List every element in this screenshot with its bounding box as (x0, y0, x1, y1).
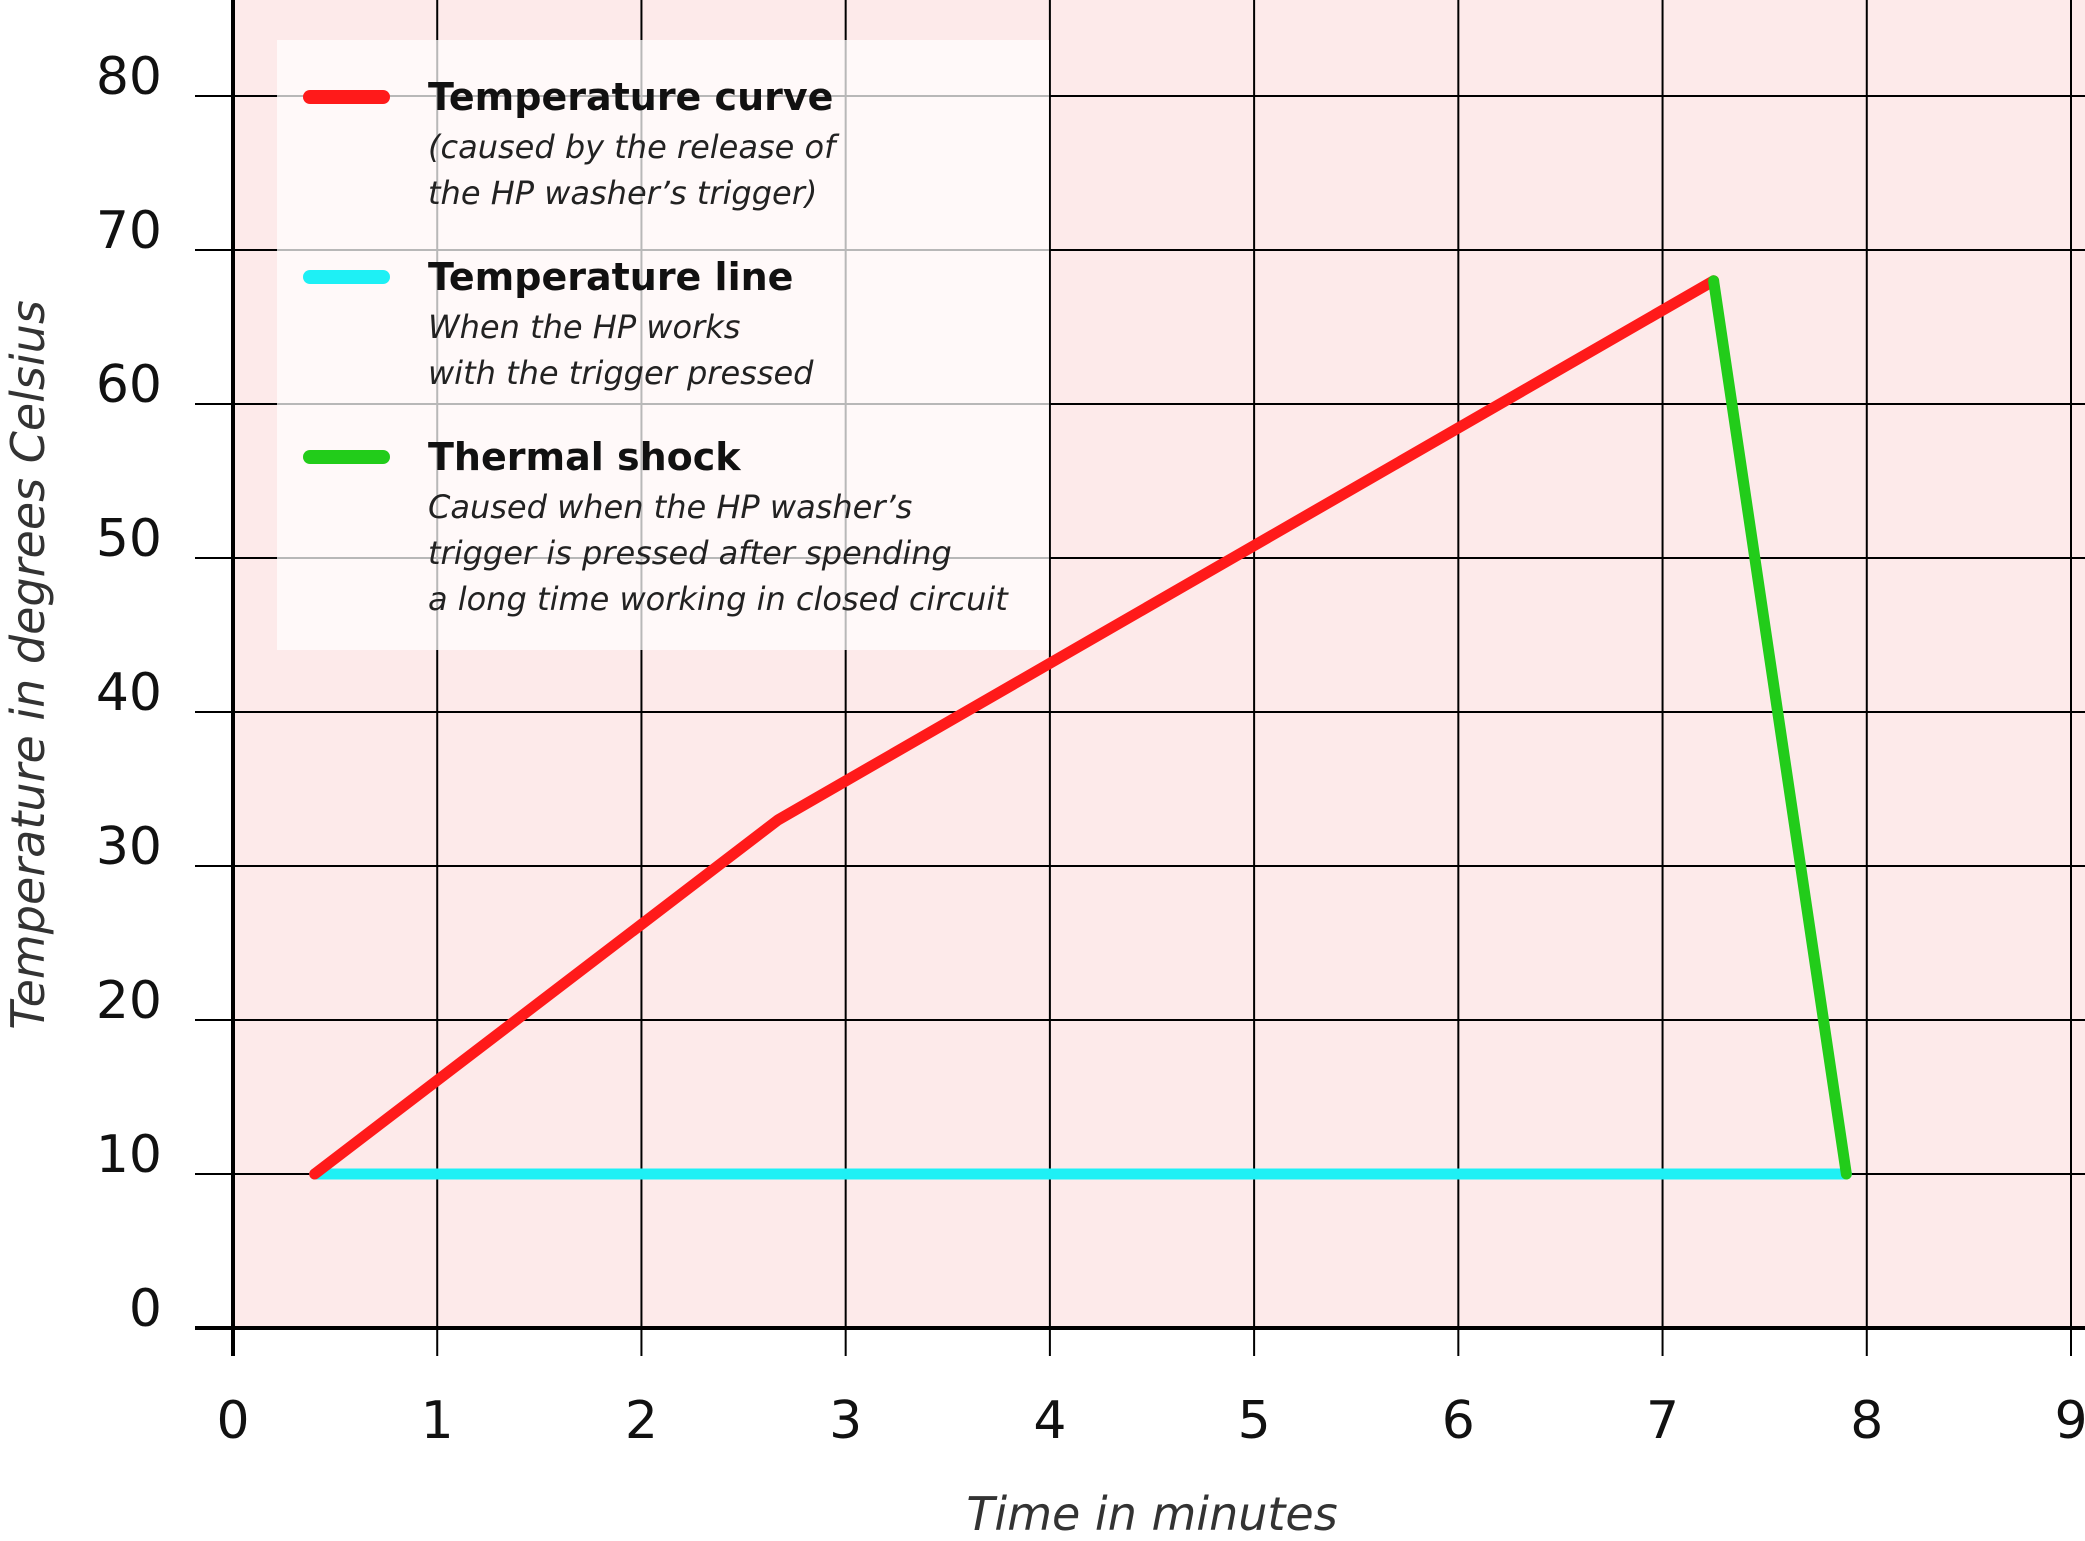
legend-description: a long time working in closed circuit (428, 580, 1009, 618)
legend: Temperature curve (caused by the release … (277, 40, 1049, 650)
x-tick-label: 5 (1238, 1391, 1271, 1451)
legend-box (277, 40, 1049, 650)
y-tick-label: 50 (96, 509, 162, 569)
legend-description: Caused when the HP washer’s (428, 488, 912, 526)
y-tick-label: 60 (96, 355, 162, 415)
axes (195, 0, 2085, 1356)
legend-description: (caused by the release of (428, 128, 840, 166)
series-line-temperature-curve (309, 275, 1720, 1180)
series-line-thermal-shock (1708, 275, 1852, 1180)
y-tick-label: 10 (96, 1125, 162, 1185)
legend-title: Temperature line (428, 255, 793, 299)
legend-title: Thermal shock (428, 435, 741, 479)
x-axis-title: Time in minutes (966, 1487, 1337, 1541)
y-tick-label: 80 (96, 47, 162, 107)
x-tick-label: 9 (2054, 1391, 2085, 1451)
legend-title: Temperature curve (428, 75, 833, 119)
y-tick-label: 70 (96, 201, 162, 261)
legend-description: trigger is pressed after spending (428, 534, 952, 572)
x-tick-label: 2 (625, 1391, 658, 1451)
legend-description: When the HP works (428, 308, 740, 346)
y-tick-label: 40 (96, 663, 162, 723)
x-tick-labels: 0 1 2 3 4 5 6 7 8 9 (216, 1391, 2085, 1451)
legend-description: the HP washer’s trigger) (428, 174, 817, 212)
series-lines (309, 275, 1852, 1180)
x-tick-label: 1 (421, 1391, 454, 1451)
x-tick-label: 7 (1646, 1391, 1679, 1451)
legend-description: with the trigger pressed (428, 354, 814, 392)
y-tick-label: 20 (96, 971, 162, 1031)
y-tick-label: 0 (129, 1279, 162, 1339)
x-tick-label: 3 (829, 1391, 862, 1451)
y-axis-title: Temperature in degrees Celsius (1, 300, 55, 1030)
y-tick-label: 30 (96, 817, 162, 877)
x-tick-label: 6 (1442, 1391, 1475, 1451)
y-tick-labels: 0 10 20 30 40 50 60 70 80 (96, 47, 162, 1339)
x-tick-label: 4 (1033, 1391, 1066, 1451)
x-tick-label: 0 (216, 1391, 249, 1451)
x-tick-label: 8 (1850, 1391, 1883, 1451)
